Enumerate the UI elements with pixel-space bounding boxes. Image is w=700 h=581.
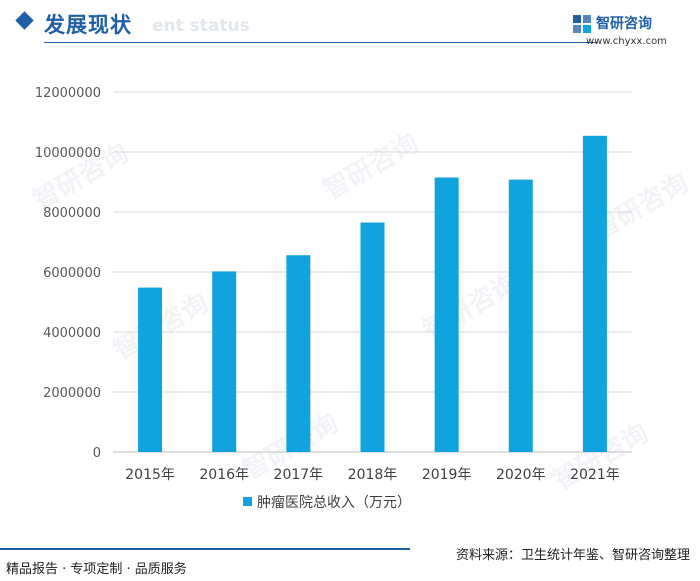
bars-layer — [138, 135, 607, 453]
watermark-text: 智研咨询 — [418, 267, 524, 346]
brand-logo: 智研咨询 www.chyxx.com — [572, 12, 692, 52]
x-tick-label: 2021年 — [570, 467, 620, 483]
bar — [508, 179, 533, 452]
legend-swatch — [243, 497, 252, 506]
x-tick-label: 2015年 — [125, 467, 175, 483]
bar — [212, 271, 237, 452]
y-tick-label: 10000000 — [35, 146, 101, 161]
bar-chart: 智研咨询智研咨询智研咨询智研咨询智研咨询智研咨询智研咨询 02000000400… — [28, 86, 694, 511]
header: ent status 发展现状 — [0, 0, 700, 52]
legend-label: 肿瘤医院总收入（万元） — [257, 494, 411, 511]
y-tick-label: 6000000 — [43, 266, 101, 281]
x-tick-label: 2017年 — [274, 467, 324, 483]
x-axis-labels: 2015年 2016年 2017年 2018年 2019年 2020年 2021年 — [125, 467, 619, 483]
footer-tagline: 精品报告 · 专项定制 · 品质服务 — [6, 562, 187, 577]
x-tick-label: 2016年 — [199, 467, 249, 483]
header-ghost-text: ent status — [152, 16, 250, 36]
x-tick-label: 2018年 — [348, 467, 398, 483]
y-tick-label: 12000000 — [35, 86, 101, 101]
header-diamond-icon — [15, 11, 34, 30]
footer-divider — [0, 548, 410, 550]
page-title: 发展现状 — [44, 13, 132, 37]
x-tick-label: 2020年 — [496, 467, 546, 483]
bar — [286, 255, 311, 452]
header-divider — [44, 42, 598, 43]
y-axis-labels: 0 2000000 4000000 6000000 8000000 10000000 120… — [35, 86, 101, 461]
bar — [434, 177, 459, 452]
brand-name: 智研咨询 — [596, 16, 652, 32]
y-tick-label: 2000000 — [43, 386, 101, 401]
watermark-text: 智研咨询 — [318, 127, 424, 206]
y-tick-label: 8000000 — [43, 206, 101, 221]
bar — [582, 135, 607, 453]
y-tick-label: 4000000 — [43, 326, 101, 341]
y-tick-label: 0 — [93, 446, 101, 461]
bar — [138, 287, 163, 452]
footer-source: 资料来源：卫生统计年鉴、智研咨询整理 — [455, 548, 690, 563]
x-tick-label: 2019年 — [422, 467, 472, 483]
brand-url: www.chyxx.com — [586, 36, 667, 47]
brand-icon — [573, 15, 591, 33]
bar — [360, 222, 385, 452]
legend: 肿瘤医院总收入（万元） — [243, 494, 411, 511]
